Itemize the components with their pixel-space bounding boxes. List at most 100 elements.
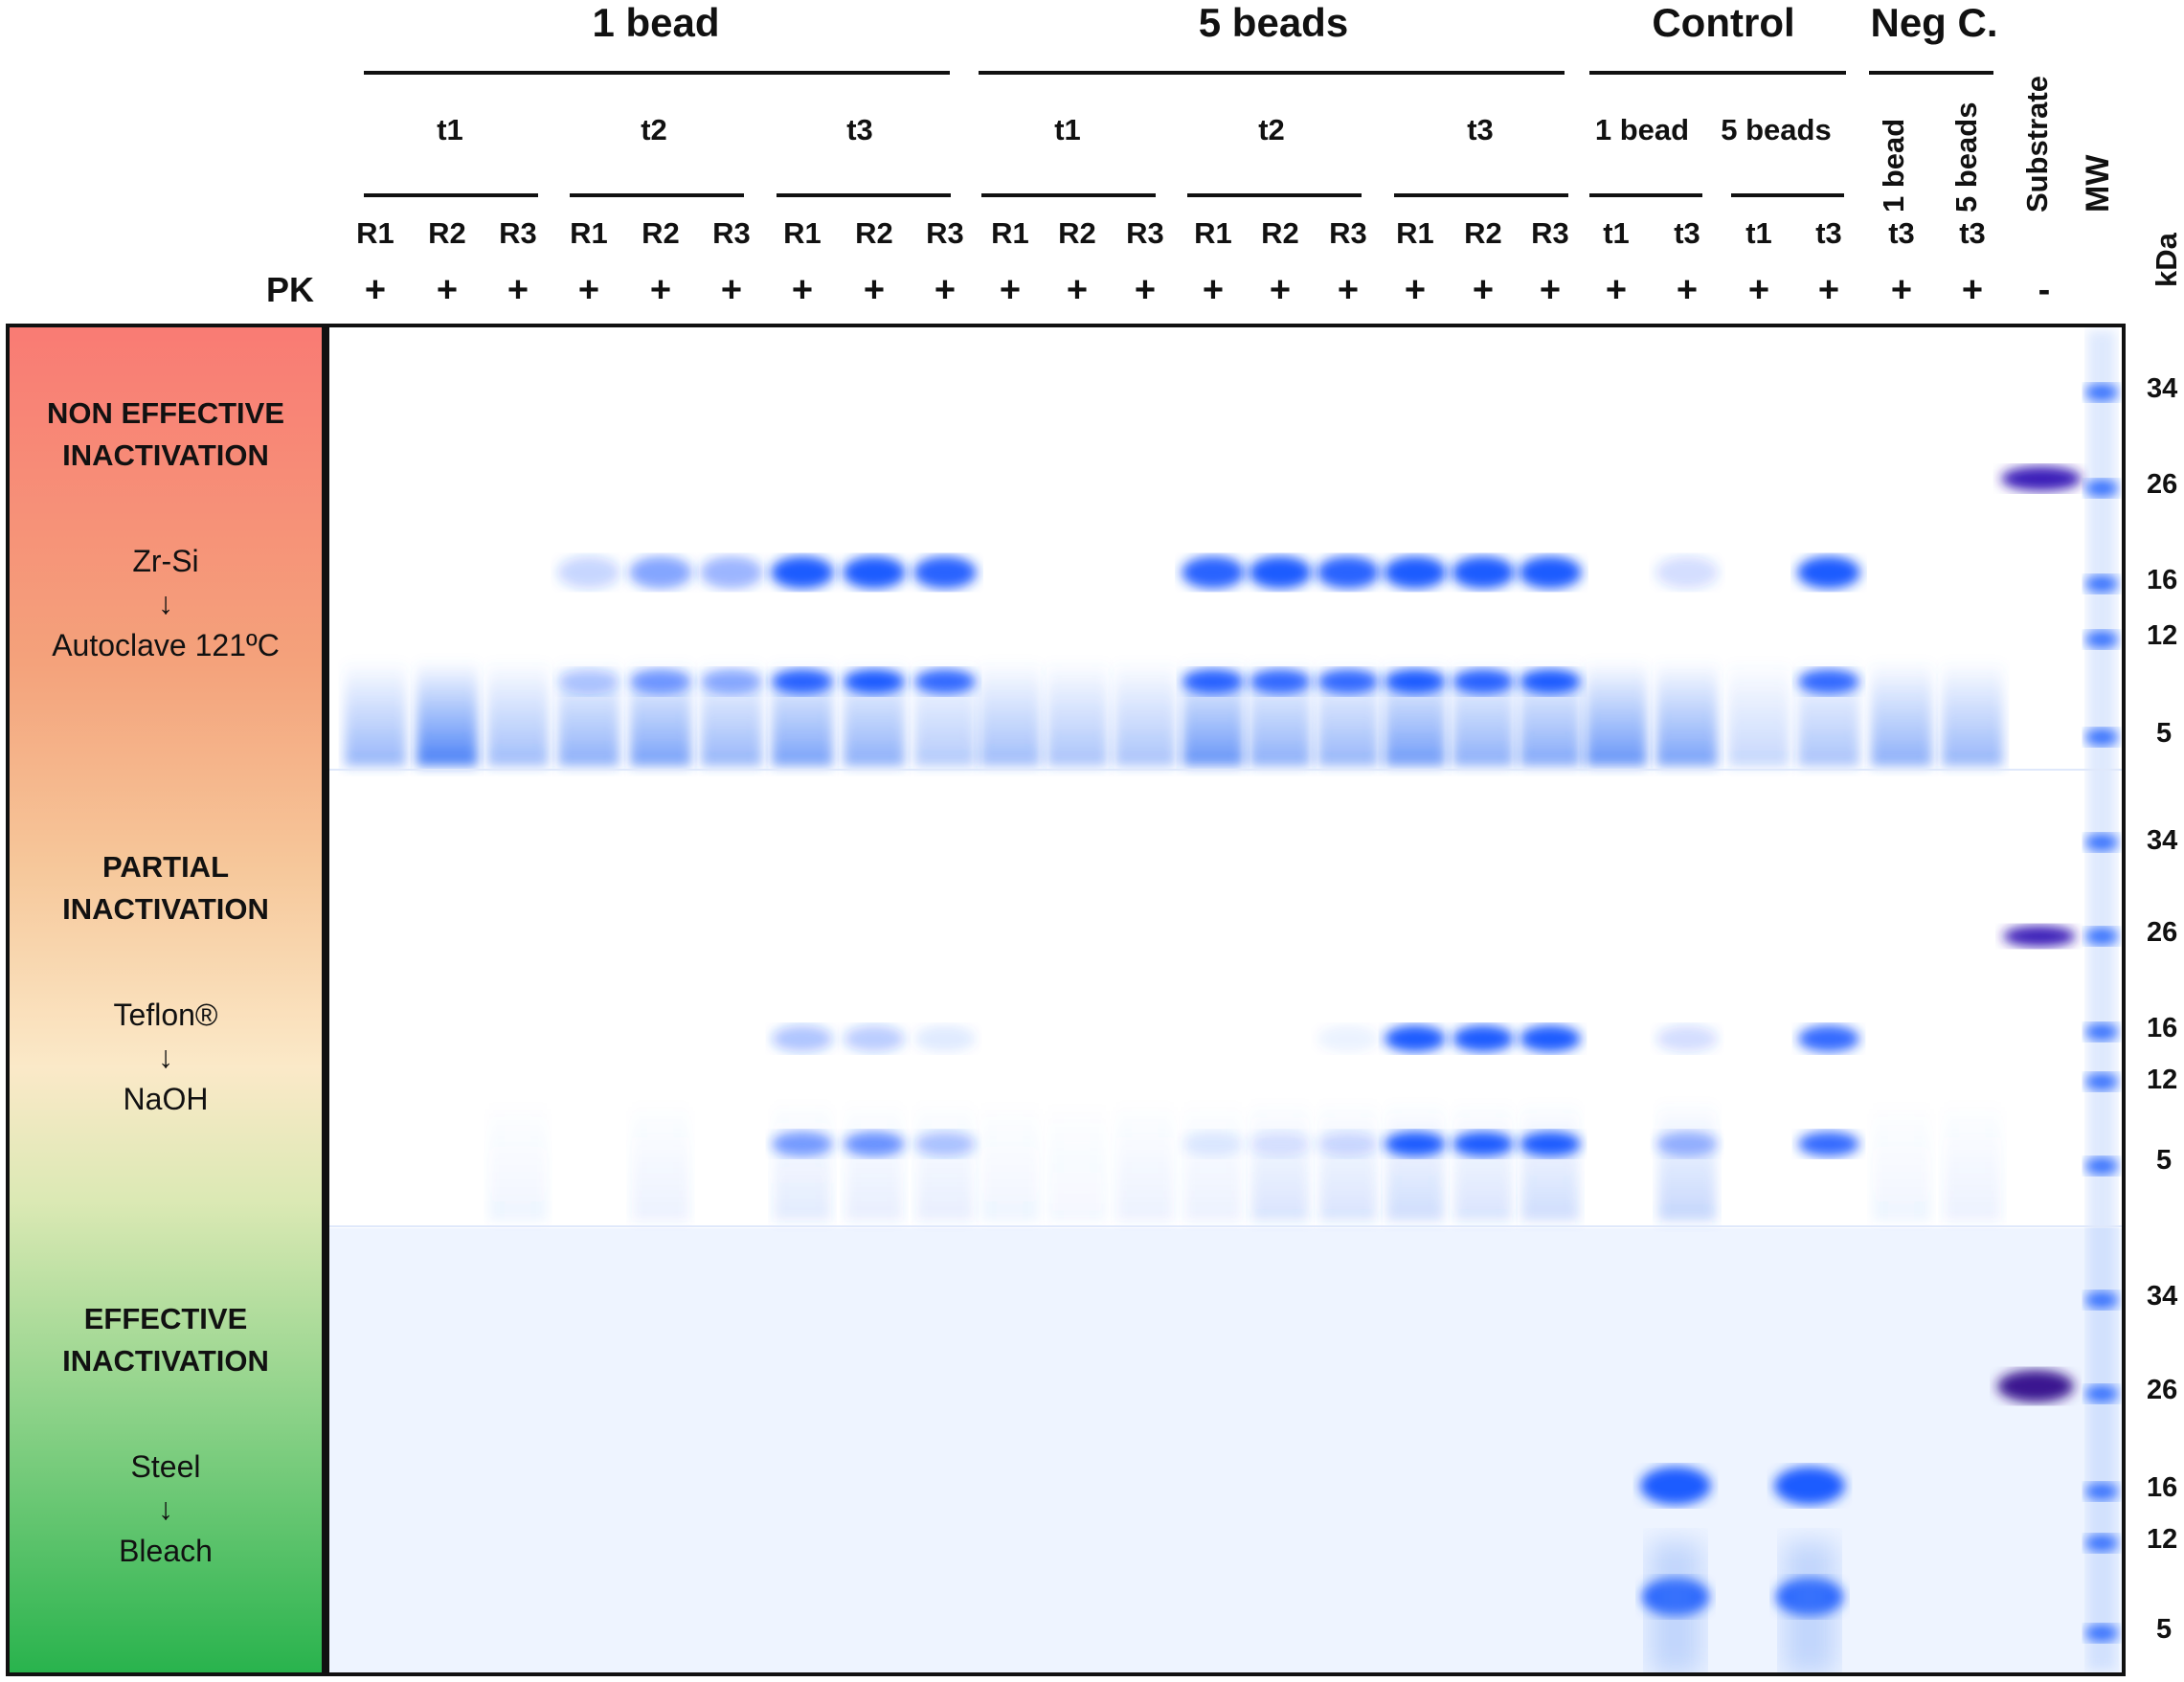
- protein-band: [1317, 1132, 1379, 1156]
- lane-label: R3: [499, 216, 537, 250]
- lane-label: t3: [1959, 216, 1986, 250]
- protein-band: [1182, 1132, 1244, 1156]
- subgroup-line: [1589, 193, 1702, 197]
- group-line-5-beads: [979, 71, 1565, 75]
- pk-plus-sign: +: [1676, 270, 1699, 310]
- protein-band: [1182, 556, 1245, 589]
- protein-band: [1520, 1025, 1581, 1052]
- material-label: Teflon®: [113, 998, 218, 1032]
- lane-label: R1: [1194, 216, 1232, 250]
- lane-label: R3: [926, 216, 964, 250]
- mw-marker-label: 26: [2147, 917, 2178, 948]
- neg-c-5beads-label: 5 beads: [1949, 101, 1983, 213]
- lane-smear: [845, 1101, 903, 1221]
- panel-heading: INACTIVATION: [62, 438, 269, 472]
- subgroup-line: [981, 193, 1156, 197]
- protein-band: [1774, 1467, 1845, 1505]
- lane-label: R2: [1058, 216, 1096, 250]
- lane-smear: [632, 1101, 689, 1221]
- protein-band: [914, 1025, 976, 1052]
- group-title-5-beads: 5 beads: [1198, 0, 1349, 45]
- mw-marker-label: 5: [2156, 1614, 2173, 1645]
- down-arrow-icon: ↓: [158, 586, 173, 620]
- lane-smear: [981, 1101, 1039, 1221]
- lane-smear: [1048, 1101, 1106, 1221]
- protein-band: [1520, 1132, 1581, 1156]
- pk-plus-sign: +: [1605, 270, 1628, 310]
- lane-smear: [1586, 661, 1647, 766]
- lane-label: R2: [1261, 216, 1299, 250]
- subgroup-line: [1731, 193, 1844, 197]
- pk-plus-sign: +: [1747, 270, 1770, 310]
- lane-label: R1: [570, 216, 608, 250]
- protein-band: [913, 556, 977, 589]
- subgroup-line: [1394, 193, 1568, 197]
- substrate-band: [2001, 466, 2082, 491]
- panel-divider: [329, 769, 2122, 771]
- lane-smear: [1649, 1541, 1702, 1672]
- pk-plus-sign: +: [791, 270, 814, 310]
- pk-plus-sign: +: [1269, 270, 1292, 310]
- lane-smear: [1783, 1541, 1836, 1672]
- subgroup-control-1bead: 1 bead: [1594, 113, 1690, 146]
- protein-band: [1798, 1025, 1859, 1052]
- pk-plus-sign: +: [436, 270, 459, 310]
- subgroup-line: [777, 193, 951, 197]
- protein-band: [1520, 669, 1581, 694]
- lane-label: R2: [1464, 216, 1502, 250]
- treatment-label: Autoclave 121ºC: [52, 628, 280, 662]
- lane-label: R2: [642, 216, 680, 250]
- lane-smear: [1521, 1101, 1579, 1221]
- protein-band: [1317, 669, 1379, 694]
- group-title-control: Control: [1652, 0, 1795, 45]
- substrate-band: [2003, 926, 2076, 947]
- protein-band: [844, 1132, 905, 1156]
- panel-effective: EFFECTIVE INACTIVATION Steel ↓ Bleach: [6, 1298, 326, 1572]
- protein-band: [1798, 669, 1859, 694]
- lane-smear: [1184, 1101, 1242, 1221]
- lane-smear: [1658, 1101, 1716, 1221]
- gel-content: [329, 330, 2122, 1672]
- lane-smear: [1873, 1101, 1930, 1221]
- subgroup-t1-1bead: t1: [437, 113, 463, 146]
- protein-band: [772, 1132, 833, 1156]
- protein-band: [558, 669, 619, 694]
- protein-band: [557, 556, 620, 589]
- lane-smear: [916, 1101, 974, 1221]
- pk-plus-sign: +: [364, 270, 387, 310]
- panel-divider: [329, 1225, 2122, 1227]
- pk-label: PK: [266, 270, 315, 309]
- subgroup-line: [1187, 193, 1362, 197]
- lane-smear: [1251, 1101, 1309, 1221]
- pk-plus-sign: +: [1472, 270, 1495, 310]
- treatment-label: Bleach: [119, 1534, 213, 1568]
- protein-band: [1640, 1467, 1711, 1505]
- protein-band: [1317, 1025, 1379, 1052]
- subgroup-line: [364, 193, 538, 197]
- pk-plus-sign: +: [934, 270, 957, 310]
- subgroup-t2-5beads: t2: [1258, 113, 1285, 146]
- group-line-1-bead: [364, 71, 950, 75]
- pk-plus-sign: +: [1817, 270, 1840, 310]
- lane-smear: [487, 661, 549, 766]
- lane-label: R2: [428, 216, 466, 250]
- protein-band: [701, 669, 762, 694]
- kda-label: kDa: [2150, 233, 2183, 287]
- protein-band: [1250, 669, 1311, 694]
- panel-heading: EFFECTIVE: [83, 1302, 248, 1335]
- subgroup-t1-5beads: t1: [1054, 113, 1081, 146]
- pk-plus-sign: +: [649, 270, 672, 310]
- mw-marker-label: 5: [2156, 1145, 2173, 1176]
- treatment-label: NaOH: [123, 1082, 209, 1116]
- subgroup-t2-1bead: t2: [641, 113, 667, 146]
- lane-smear: [1944, 1101, 2001, 1221]
- lane-label: t3: [1888, 216, 1915, 250]
- neg-c-1bead-label: 1 bead: [1877, 118, 1910, 213]
- gel-image: [326, 324, 2126, 1676]
- substrate-label: Substrate: [2020, 76, 2054, 213]
- lane-smear: [1454, 1101, 1512, 1221]
- lane-label: R3: [1126, 216, 1164, 250]
- lane-label: R3: [712, 216, 751, 250]
- pk-plus-sign: +: [1539, 270, 1562, 310]
- gel-bands-svg: [329, 330, 2122, 1672]
